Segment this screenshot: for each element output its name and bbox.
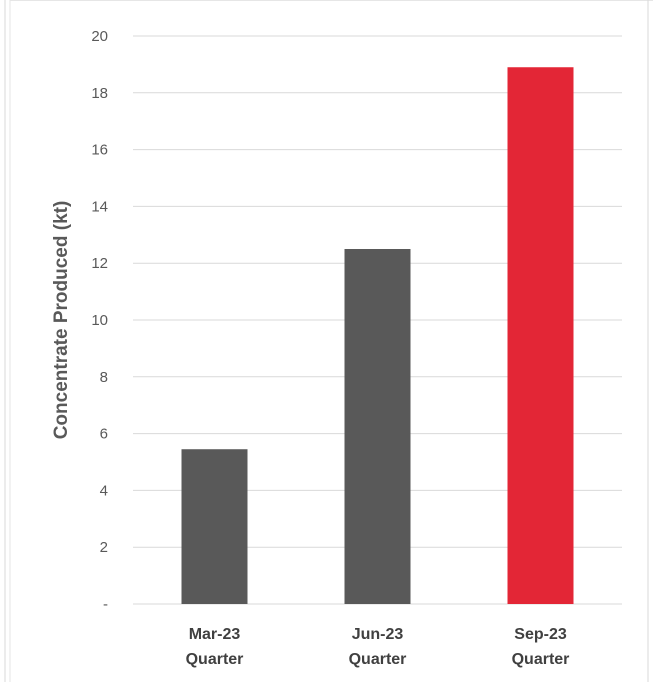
bar-mar-23 <box>181 449 248 604</box>
bar-sep-23 <box>507 67 574 605</box>
x-tick-label: Quarter <box>186 651 244 668</box>
y-tick-label: 16 <box>91 142 108 159</box>
x-tick-label: Quarter <box>349 651 407 668</box>
x-axis-ticks: Mar-23 Quarter Jun-23 Quarter Sep-23 Quarter <box>186 626 570 668</box>
x-tick-label: Sep-23 <box>514 626 567 643</box>
y-tick-label: 2 <box>100 539 108 556</box>
bar-jun-23 <box>344 249 411 604</box>
y-tick-label: 10 <box>91 312 108 329</box>
y-axis-label: Concentrate Produced (kt) <box>51 201 72 440</box>
y-tick-label: 18 <box>91 85 108 102</box>
y-tick-label: - <box>103 596 108 613</box>
bars <box>181 67 574 605</box>
x-tick-label: Quarter <box>512 651 570 668</box>
x-tick-label: Jun-23 <box>352 626 404 643</box>
y-axis-ticks: - 2 4 6 8 10 12 14 16 18 20 <box>91 28 108 613</box>
y-tick-label: 20 <box>91 28 108 45</box>
y-tick-label: 4 <box>100 482 108 499</box>
x-tick-label: Mar-23 <box>189 626 241 643</box>
y-tick-label: 14 <box>91 198 108 215</box>
y-tick-label: 8 <box>100 369 108 386</box>
y-tick-label: 12 <box>91 255 108 272</box>
y-tick-label: 6 <box>100 426 108 443</box>
